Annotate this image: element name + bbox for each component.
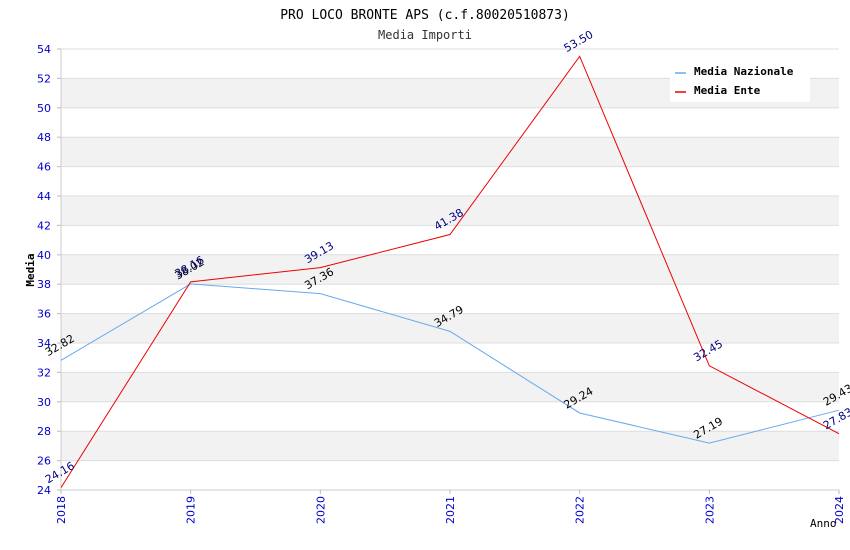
- y-tick-label: 52: [37, 72, 51, 85]
- y-tick-label: 50: [37, 102, 51, 115]
- y-tick-label: 24: [37, 484, 51, 497]
- y-tick-label: 46: [37, 161, 51, 174]
- series-line-nazionale: [60, 283, 840, 444]
- x-tick-label: 2019: [185, 496, 198, 524]
- legend-box: [670, 62, 810, 102]
- y-axis-label: Media: [24, 253, 37, 286]
- x-axis-label: Anno: [810, 517, 837, 530]
- y-tick-label: 26: [37, 455, 51, 468]
- plot-bands: [61, 78, 839, 461]
- grid-band: [61, 372, 839, 402]
- y-tick-label: 32: [37, 366, 51, 379]
- y-tick-label: 34: [37, 337, 51, 350]
- legend-label-nazionale: Media Nazionale: [694, 65, 794, 78]
- x-tick-labels: 2018 2019 2020 2021 2022 2023 2024: [55, 496, 846, 524]
- y-tick-label: 44: [37, 190, 51, 203]
- grid-band: [61, 196, 839, 226]
- y-tick-label: 40: [37, 249, 51, 262]
- series-line-ente: [60, 55, 840, 488]
- chart-title: PRO LOCO BRONTE APS (c.f.80020510873): [280, 8, 570, 23]
- grid-band: [61, 431, 839, 461]
- series-lines: [60, 55, 840, 488]
- y-tick-label: 28: [37, 425, 51, 438]
- data-label: 53.50: [562, 28, 596, 55]
- legend: Media Nazionale Media Ente: [670, 62, 810, 102]
- y-tick-label: 38: [37, 278, 51, 291]
- x-tick-label: 2020: [314, 496, 327, 524]
- x-tick-label: 2023: [703, 496, 716, 524]
- data-label: 27.83: [821, 405, 850, 432]
- x-tick-label: 2022: [574, 496, 587, 524]
- y-tick-label: 30: [37, 396, 51, 409]
- data-label: 32.82: [43, 332, 77, 359]
- x-tick-label: 2018: [55, 496, 68, 524]
- y-tick-label: 54: [37, 43, 51, 56]
- grid-band: [61, 137, 839, 167]
- grid-band: [61, 313, 839, 343]
- grid-band: [61, 254, 839, 285]
- legend-label-ente: Media Ente: [694, 84, 761, 97]
- y-tick-label: 42: [37, 219, 51, 232]
- y-tick-labels: 24 26 28 30 32 34 36 38 40 42 44 46 48 50 52 54: [37, 43, 51, 497]
- x-tick-label: 2024: [833, 496, 846, 524]
- axes: [57, 48, 840, 494]
- x-tick-label: 2021: [444, 496, 457, 524]
- y-tick-label: 48: [37, 131, 51, 144]
- y-tick-label: 36: [37, 308, 51, 321]
- chart-subtitle: Media Importi: [378, 28, 472, 42]
